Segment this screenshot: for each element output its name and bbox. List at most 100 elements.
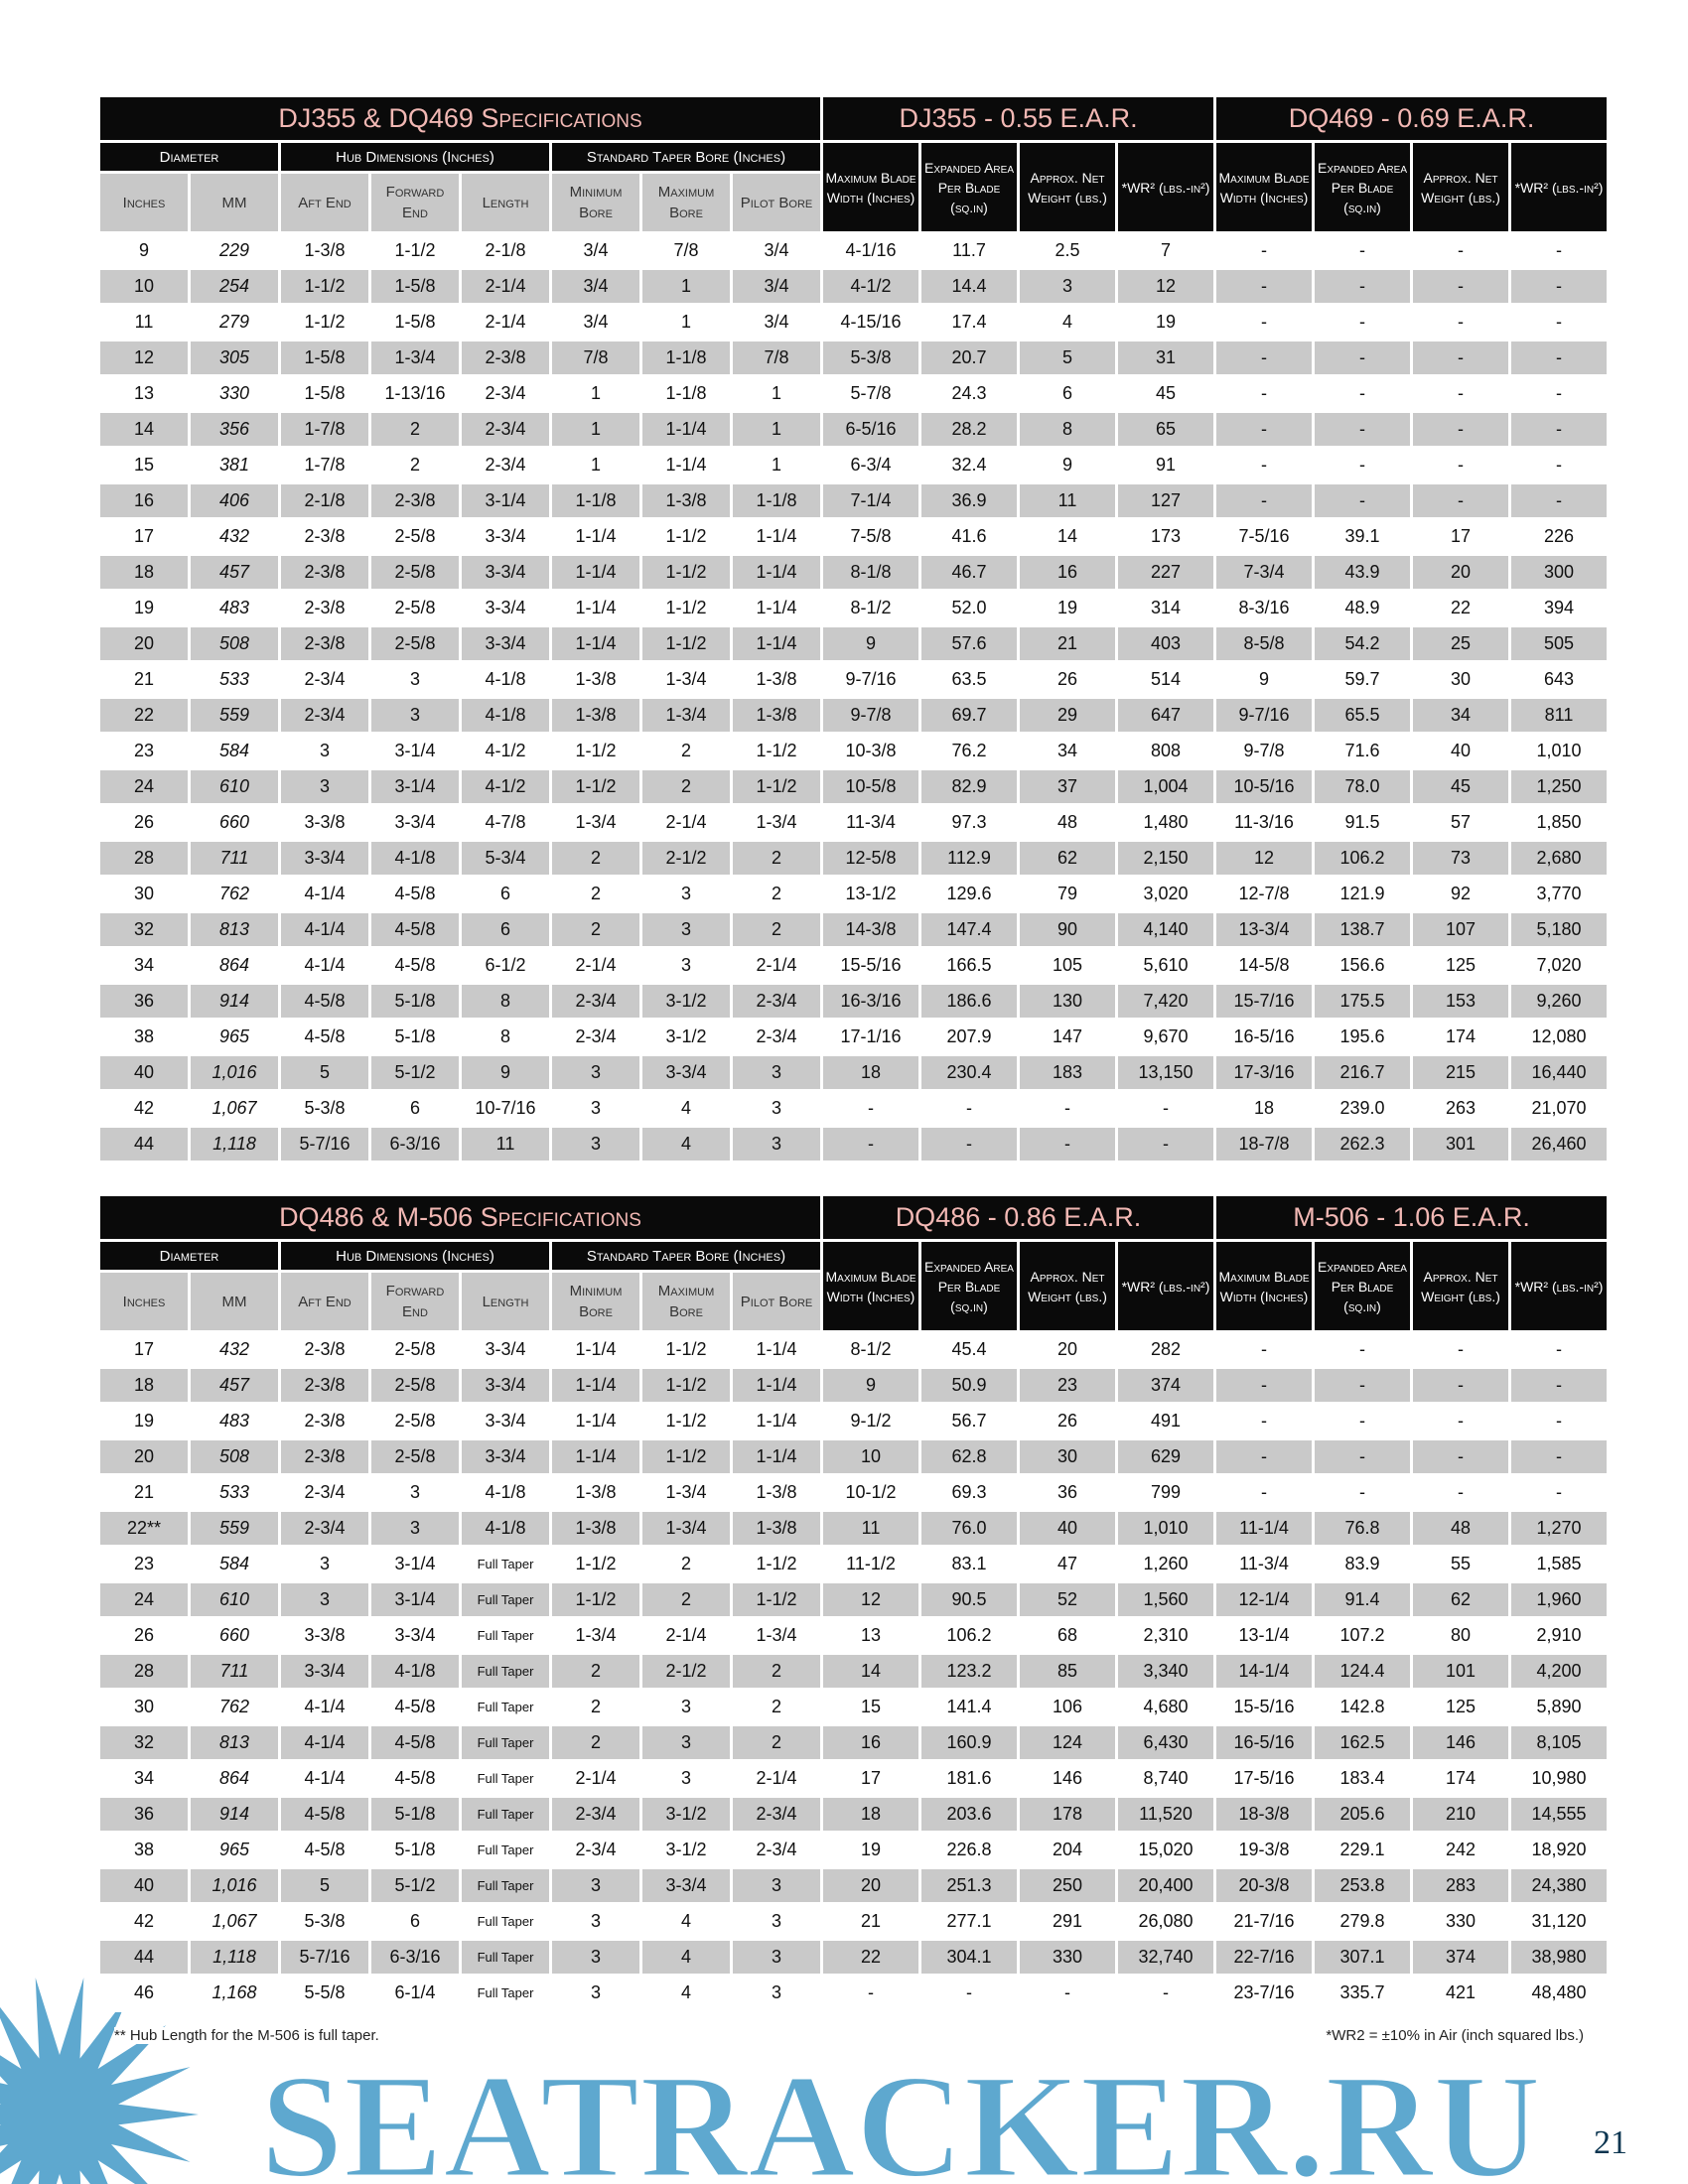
table-cell: 4 (642, 1977, 730, 2009)
table-cell: 2-3/4 (281, 663, 368, 696)
group-header: Standard Taper Bore (Inches) (552, 143, 821, 171)
table-row: 24 610 3 3-1/4 Full Taper 1-1/2 2 1-1/2 12 90.5 52… (100, 1583, 1608, 1616)
table-cell: 2 (642, 770, 730, 803)
table-row: 15 381 1-7/8 2 2-3/4 1 1-1/4 1 6-3/4 32.4 9 91- - - - (100, 449, 1608, 481)
table-row: 36 914 4-5/8 5-1/8 8 2-3/4 3-1/2 2-3/4 16-3/16 18… (100, 985, 1608, 1018)
table-cell: 584 (191, 735, 278, 767)
subheader-row: Inches MM Aft End Forward End Length Minimum … (100, 174, 1607, 231)
table-cell: 2-3/4 (462, 413, 549, 446)
table-cell: 335.7 (1315, 1977, 1410, 2009)
table-cell: 11,520 (1118, 1798, 1213, 1831)
table-cell: 54.2 (1315, 627, 1411, 660)
column-header: Pilot Bore (733, 1273, 820, 1330)
table-cell: 5 (281, 1869, 368, 1902)
table-row: 17 432 2-3/8 2-5/8 3-3/4 1-1/4 1-1/2 1-1/4 7-5/8… (100, 520, 1608, 553)
table-cell: 8-1/2 (823, 592, 919, 624)
table-cell: 1-5/8 (371, 270, 459, 303)
table-cell: 3 (733, 1869, 820, 1902)
table-cell: 3 (281, 735, 368, 767)
model-b-heading: M-506 - 1.06 E.A.R. (1216, 1196, 1608, 1239)
table-cell: 3 (371, 1512, 459, 1545)
table-cell: 26 (1020, 1405, 1115, 1437)
table-cell: 32.4 (921, 449, 1018, 481)
table-cell: 38 (100, 1834, 188, 1866)
table-cell: 40 (100, 1869, 188, 1902)
table-cell: 2-1/8 (281, 484, 368, 517)
table-cell: 11-1/2 (823, 1548, 918, 1580)
table-row: 34 864 4-1/4 4-5/8 Full Taper 2-1/4 3 2-1/4 17 18… (100, 1762, 1608, 1795)
table-cell: 24 (100, 770, 188, 803)
table-cell: 79 (1020, 878, 1116, 910)
table-cell: 4-1/4 (281, 949, 368, 982)
column-header: Approx. Net Weight (lbs.) (1413, 143, 1509, 231)
table-cell: 26,460 (1511, 1128, 1608, 1160)
table-cell: 30 (100, 878, 188, 910)
column-header: Approx. Net Weight (lbs.) (1020, 143, 1116, 231)
table-cell: 1-1/4 (733, 1369, 820, 1402)
table-cell: 1,010 (1511, 735, 1608, 767)
table-cell: 5-1/2 (371, 1869, 459, 1902)
table-cell: 26,080 (1118, 1905, 1213, 1938)
table-cell: 3-3/4 (462, 592, 549, 624)
table-cell: 305 (191, 341, 278, 374)
table-cell: 23-7/16 (1216, 1977, 1312, 2009)
table-cell: 3 (281, 1548, 368, 1580)
table-cell: 2-3/4 (552, 985, 639, 1018)
table-cell: 483 (191, 1405, 278, 1437)
table-cell: 2 (642, 1548, 730, 1580)
table-cell: 229.1 (1315, 1834, 1410, 1866)
table-cell: 1-1/2 (642, 1405, 730, 1437)
table-row: 44 1,118 5-7/16 6-3/16 11 3 4 3- - - -18-7/8 262.3 3… (100, 1128, 1608, 1160)
table-cell: 403 (1118, 627, 1214, 660)
table-cell: 2 (642, 735, 730, 767)
table-cell: 6 (371, 1905, 459, 1938)
table-cell: 112.9 (921, 842, 1018, 875)
table-cell: 251.3 (921, 1869, 1017, 1902)
table-cell: 1-1/2 (552, 1548, 639, 1580)
table-cell: 82.9 (921, 770, 1018, 803)
table-cell: 22 (100, 699, 188, 732)
table-cell: 4-1/8 (462, 699, 549, 732)
column-header: Maximum Bore (642, 174, 730, 231)
table-cell: 106.2 (1315, 842, 1411, 875)
table-cell: 141.4 (921, 1691, 1017, 1723)
table-cell: Full Taper (462, 1834, 549, 1866)
table-cell: - (1216, 234, 1313, 267)
table-cell: 13-3/4 (1216, 913, 1313, 946)
table-cell: 1-1/2 (642, 627, 730, 660)
table-cell: - (1511, 449, 1608, 481)
table-cell: 4-1/2 (462, 735, 549, 767)
table-cell: 20 (1020, 1333, 1115, 1366)
table-row: 20 508 2-3/8 2-5/8 3-3/4 1-1/4 1-1/2 1-1/4 9 57.6… (100, 627, 1608, 660)
table-cell: 90 (1020, 913, 1116, 946)
table-cell: 4-1/4 (281, 1726, 368, 1759)
table-cell: 13-1/4 (1216, 1619, 1312, 1652)
table-cell: 9,260 (1511, 985, 1608, 1018)
table-row: 23 584 3 3-1/4 4-1/2 1-1/2 2 1-1/2 10-3/8 76.2 34 8… (100, 735, 1608, 767)
table-cell: 2-3/4 (733, 1798, 820, 1831)
table-cell: 3-3/4 (642, 1056, 730, 1089)
table-cell: - (1216, 1369, 1312, 1402)
table-cell: 3 (733, 1128, 821, 1160)
table-cell: 1-1/2 (552, 1583, 639, 1616)
table-cell: 11 (1020, 484, 1116, 517)
table-cell: 3/4 (552, 306, 639, 339)
table-row: 20 508 2-3/8 2-5/8 3-3/4 1-1/4 1-1/2 1-1/4 10 62.… (100, 1440, 1608, 1473)
table-cell: 1-1/4 (733, 1440, 820, 1473)
table-cell: 584 (191, 1548, 278, 1580)
table-cell: 2-3/8 (281, 627, 368, 660)
table-cell: 21,070 (1511, 1092, 1608, 1125)
table-row: 19 483 2-3/8 2-5/8 3-3/4 1-1/4 1-1/2 1-1/4 8-1/2… (100, 592, 1608, 624)
table-cell: - (1118, 1977, 1213, 2009)
table-cell: 508 (191, 1440, 278, 1473)
column-header: Expanded Area Per Blade (sq.in) (921, 143, 1018, 231)
table-cell: 647 (1118, 699, 1214, 732)
table-cell: 1-3/4 (552, 1619, 639, 1652)
table-cell: 24,380 (1511, 1869, 1608, 1902)
subheader-row: Inches MM Aft End Forward End Length Minimum … (100, 1273, 1607, 1330)
table-cell: Full Taper (462, 1583, 549, 1616)
table-cell: 301 (1413, 1128, 1509, 1160)
table-cell: 8-3/16 (1216, 592, 1313, 624)
column-header: *WR² (lbs.-in²) (1118, 143, 1214, 231)
table-cell: 514 (1118, 663, 1214, 696)
